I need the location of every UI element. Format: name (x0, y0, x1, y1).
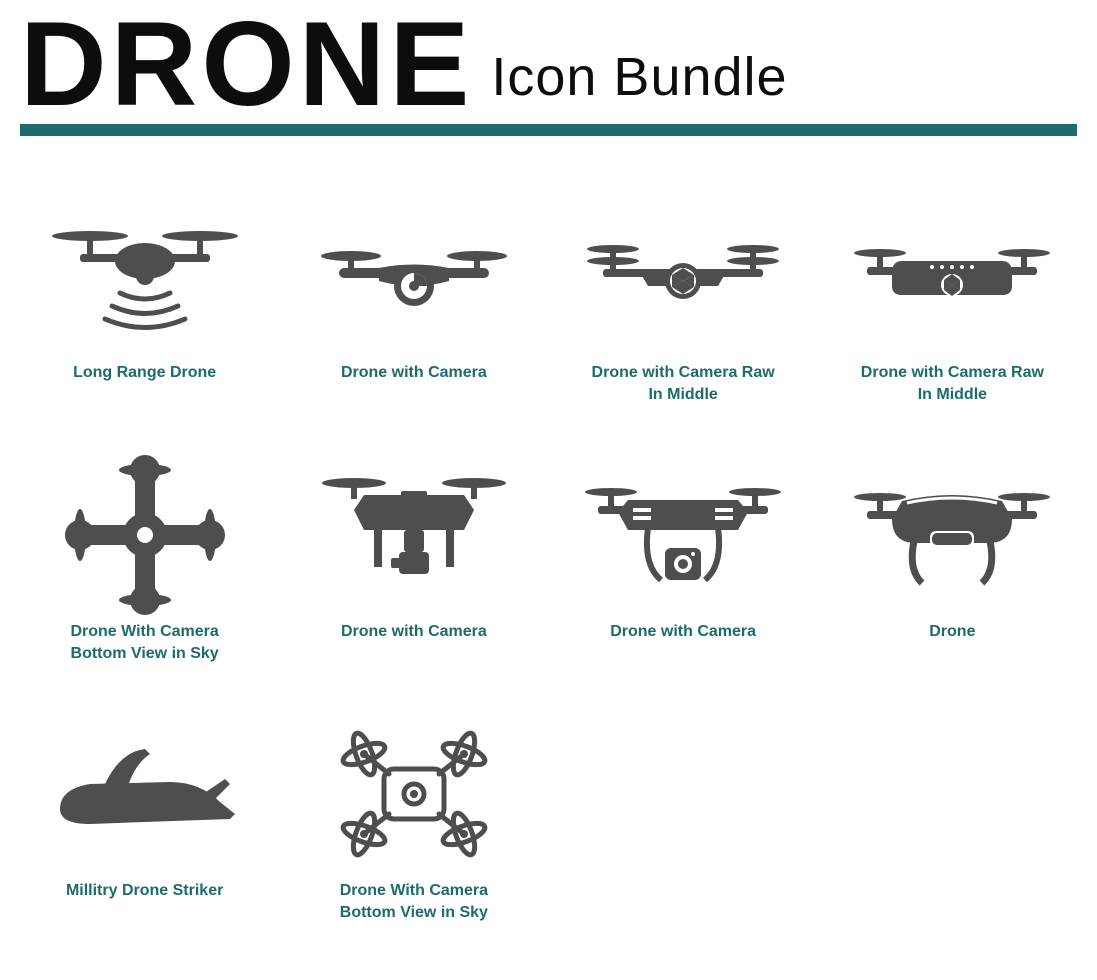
drone-camera-stripes-icon (583, 455, 783, 615)
grid-cell: Long Range Drone (30, 196, 259, 405)
icon-label: Long Range Drone (73, 362, 216, 384)
icon-label: Millitry Drone Striker (66, 880, 223, 902)
grid-cell: Millitry Drone Striker (30, 714, 259, 923)
drone-bottom-outline-icon (314, 714, 514, 874)
icon-label: Drone with Camera (341, 621, 487, 643)
icon-label: Drone (929, 621, 975, 643)
grid-cell: Drone With Camera Bottom View in Sky (299, 714, 528, 923)
drone-camera-icon (314, 196, 514, 356)
icon-label: Drone With Camera Bottom View in Sky (340, 880, 488, 923)
icon-label: Drone With Camera Bottom View in Sky (70, 621, 218, 664)
grid-cell: Drone with Camera (299, 455, 528, 664)
drone-camera-raw-2-icon (852, 196, 1052, 356)
title-main: DRONE (20, 10, 473, 118)
grid-cell: Drone with Camera Raw In Middle (838, 196, 1067, 405)
grid-cell: Drone (838, 455, 1067, 664)
icon-label: Drone with Camera Raw In Middle (592, 362, 775, 405)
grid-cell: Drone with Camera Raw In Middle (569, 196, 798, 405)
icon-grid: Long Range Drone (20, 196, 1077, 924)
grid-cell: Drone with Camera (569, 455, 798, 664)
icon-label: Drone with Camera Raw In Middle (861, 362, 1044, 405)
military-drone-icon (45, 714, 245, 874)
drone-camera-gimbal-icon (314, 455, 514, 615)
icon-label: Drone with Camera (610, 621, 756, 643)
header: DRONE Icon Bundle (20, 10, 1077, 118)
icon-label: Drone with Camera (341, 362, 487, 384)
title-sub: Icon Bundle (491, 46, 787, 118)
drone-bottom-view-icon (45, 455, 245, 615)
long-range-drone-icon (45, 196, 245, 356)
drone-camera-raw-icon (583, 196, 783, 356)
grid-cell: Drone with Camera (299, 196, 528, 405)
drone-plain-icon (852, 455, 1052, 615)
grid-cell: Drone With Camera Bottom View in Sky (30, 455, 259, 664)
